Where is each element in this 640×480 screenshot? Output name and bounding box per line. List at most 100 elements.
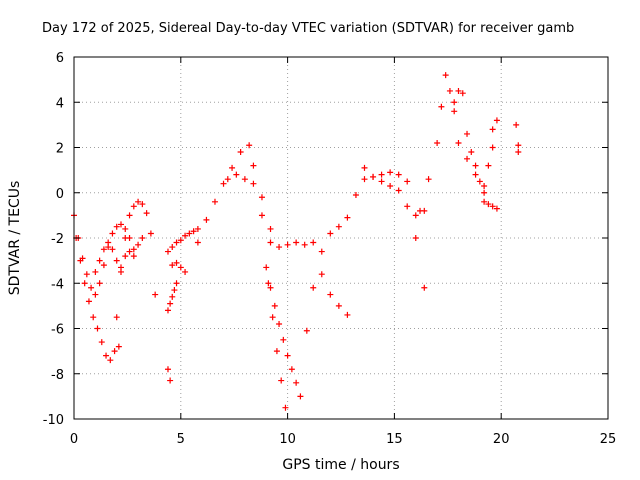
data-point bbox=[190, 228, 197, 235]
data-point bbox=[481, 198, 488, 205]
data-point bbox=[211, 198, 218, 205]
series-arc-o bbox=[361, 164, 428, 291]
y-tick-label: -6 bbox=[51, 323, 64, 338]
series-arc-f bbox=[164, 280, 180, 314]
data-point bbox=[310, 239, 317, 246]
data-point bbox=[246, 142, 253, 149]
series-arc-g bbox=[164, 366, 174, 384]
data-point bbox=[83, 271, 90, 278]
data-point bbox=[122, 235, 129, 241]
data-point bbox=[489, 144, 496, 151]
x-tick-label: 10 bbox=[279, 432, 296, 447]
data-point bbox=[117, 221, 124, 228]
data-point bbox=[446, 87, 453, 94]
data-point bbox=[476, 178, 483, 185]
data-point bbox=[147, 230, 154, 237]
data-point bbox=[265, 280, 272, 287]
data-point bbox=[395, 171, 402, 178]
data-point bbox=[169, 293, 176, 300]
data-point bbox=[177, 237, 184, 244]
data-point bbox=[278, 377, 285, 384]
data-point bbox=[310, 284, 317, 291]
data-point bbox=[412, 235, 419, 241]
data-point bbox=[126, 212, 133, 219]
series-arc-t bbox=[513, 121, 522, 156]
data-point bbox=[421, 284, 428, 291]
data-point bbox=[303, 327, 310, 334]
data-point bbox=[335, 302, 342, 309]
data-point bbox=[425, 176, 432, 183]
data-point bbox=[404, 203, 411, 210]
x-tick-label: 25 bbox=[600, 432, 617, 447]
data-point bbox=[100, 262, 107, 269]
series-arc-d bbox=[92, 239, 137, 275]
data-point bbox=[173, 280, 180, 287]
data-point bbox=[297, 393, 304, 400]
data-point bbox=[395, 187, 402, 194]
data-point bbox=[113, 223, 120, 230]
data-point bbox=[318, 271, 325, 278]
data-point bbox=[115, 343, 122, 350]
data-point bbox=[267, 239, 274, 246]
data-point bbox=[318, 248, 325, 255]
grid-layer bbox=[74, 57, 608, 419]
data-point bbox=[267, 225, 274, 232]
data-point bbox=[273, 348, 280, 355]
data-point bbox=[220, 180, 227, 187]
data-point bbox=[404, 178, 411, 185]
data-point bbox=[194, 225, 201, 232]
data-point bbox=[98, 339, 105, 346]
ticks-layer: 0 5 10 15 20 25 -10 -8 -6 -4 -2 0 2 4 6 bbox=[43, 51, 617, 447]
data-point bbox=[92, 268, 99, 275]
series-arc-p bbox=[417, 72, 496, 214]
data-point bbox=[90, 314, 97, 321]
data-point bbox=[387, 169, 394, 176]
data-point bbox=[455, 87, 462, 94]
x-tick-label: 20 bbox=[493, 432, 510, 447]
data-point bbox=[269, 314, 276, 321]
series-arc-m bbox=[303, 173, 428, 334]
data-point bbox=[515, 149, 522, 156]
data-point bbox=[96, 280, 103, 287]
data-point bbox=[92, 291, 99, 298]
data-point bbox=[135, 241, 142, 248]
data-point bbox=[233, 171, 240, 178]
data-point bbox=[164, 248, 171, 255]
data-point bbox=[301, 241, 308, 248]
data-point bbox=[288, 366, 295, 373]
data-point bbox=[109, 246, 116, 253]
data-point bbox=[459, 90, 466, 97]
data-point bbox=[417, 207, 424, 214]
series-arc-n bbox=[310, 239, 351, 318]
data-point bbox=[143, 210, 150, 217]
data-point bbox=[109, 230, 116, 237]
data-point bbox=[361, 176, 368, 183]
x-tick-label: 0 bbox=[70, 432, 78, 447]
data-point bbox=[182, 268, 189, 275]
y-tick-label: -8 bbox=[51, 368, 64, 383]
data-point bbox=[472, 171, 479, 178]
data-point bbox=[284, 241, 291, 248]
data-point bbox=[513, 121, 520, 128]
data-point bbox=[164, 366, 171, 373]
data-point bbox=[455, 139, 462, 146]
data-point bbox=[186, 230, 193, 237]
data-point bbox=[167, 300, 174, 307]
y-tick-label: 4 bbox=[56, 96, 64, 111]
data-point bbox=[267, 284, 274, 291]
data-point bbox=[352, 192, 359, 199]
data-point bbox=[182, 232, 189, 239]
data-point bbox=[171, 287, 178, 294]
data-point bbox=[434, 139, 441, 146]
y-tick-label: -10 bbox=[43, 413, 64, 428]
data-point bbox=[126, 248, 133, 255]
data-point bbox=[335, 223, 342, 230]
series-arc-h bbox=[169, 259, 189, 275]
data-point bbox=[387, 182, 394, 189]
data-point bbox=[293, 239, 300, 246]
data-point bbox=[130, 203, 137, 210]
data-point bbox=[96, 257, 103, 264]
data-point bbox=[135, 198, 142, 205]
data-point bbox=[250, 180, 257, 187]
